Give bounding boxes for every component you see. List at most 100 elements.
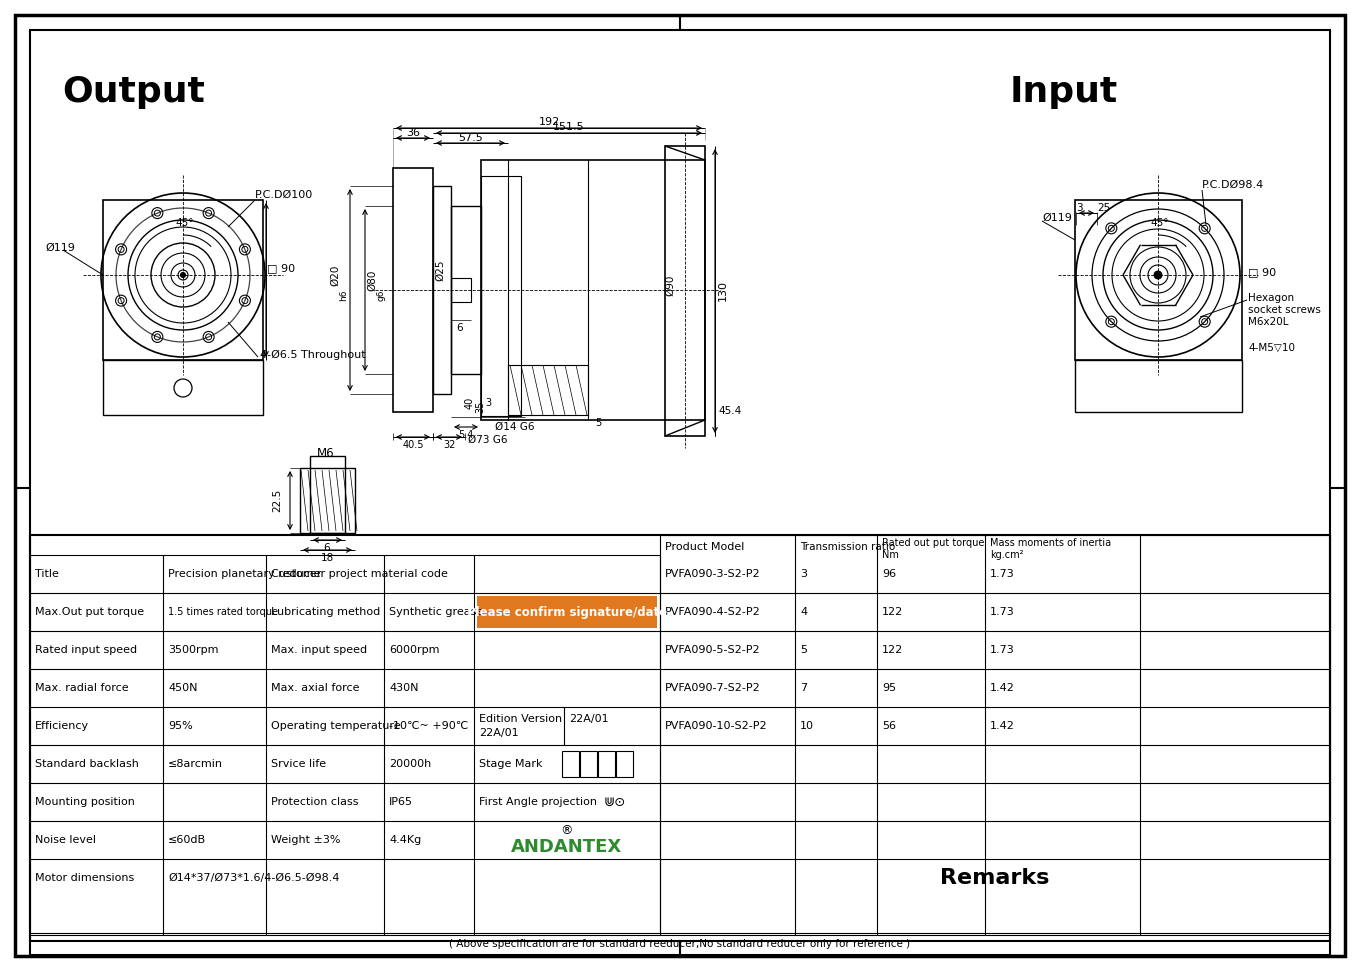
Text: 1.42: 1.42 [990,683,1015,693]
Text: 40: 40 [465,397,475,409]
Text: IP65: IP65 [389,797,413,807]
Circle shape [1155,271,1161,279]
Text: 130: 130 [718,280,728,300]
Text: 6000rpm: 6000rpm [389,645,439,655]
Text: 32: 32 [443,440,456,450]
Text: Ø80: Ø80 [367,269,377,290]
Text: First Angle projection: First Angle projection [479,797,597,807]
Text: Customer project material code: Customer project material code [271,569,447,579]
Text: 10: 10 [800,721,815,731]
Text: Edition Version: Edition Version [479,714,562,724]
Text: Ø119: Ø119 [45,243,75,253]
Text: ANDANTEX: ANDANTEX [511,838,623,856]
Text: h6: h6 [340,289,348,301]
Text: Standard backlash: Standard backlash [35,759,139,769]
Text: 56: 56 [883,721,896,731]
Text: Protection class: Protection class [271,797,359,807]
Bar [103,360,262,415]
Text: Ø119: Ø119 [1042,213,1072,223]
Text: 7: 7 [800,683,806,693]
Text: PVFA090-10-S2-P2: PVFA090-10-S2-P2 [665,721,767,731]
Text: 18: 18 [321,553,333,563]
Bar [310,456,345,533]
Text: Operating temperature: Operating temperature [271,721,401,731]
Text: 6: 6 [456,323,462,333]
Text: 57.5: 57.5 [458,133,483,143]
Text: Precision planetary reducer: Precision planetary reducer [169,569,321,579]
Text: 4-M5▽10: 4-M5▽10 [1248,343,1295,353]
Bar [393,168,432,412]
Text: Ø73 G6: Ø73 G6 [468,435,507,445]
Text: Motor dimensions: Motor dimensions [35,873,135,883]
Text: 1.73: 1.73 [990,645,1015,655]
Text: PVFA090-7-S2-P2: PVFA090-7-S2-P2 [665,683,760,693]
Text: ⋓⊙: ⋓⊙ [604,795,626,809]
Text: 96: 96 [883,569,896,579]
Text: Mass moments of inertia: Mass moments of inertia [990,538,1111,548]
Text: □ 90: □ 90 [267,263,295,273]
Bar [103,200,262,360]
Text: Mounting position: Mounting position [35,797,135,807]
Text: 122: 122 [883,607,903,617]
Text: Ø90: Ø90 [665,275,675,296]
Text: Nm: Nm [883,550,899,560]
Bar [509,365,588,415]
Text: Title: Title [35,569,58,579]
Bar [616,751,632,777]
Text: 40.5: 40.5 [403,440,424,450]
Text: 1.42: 1.42 [990,721,1015,731]
Text: 45.4: 45.4 [718,406,741,416]
Text: g6: g6 [377,289,385,301]
Bar [598,751,615,777]
Text: Output: Output [63,75,205,109]
Text: □ 90: □ 90 [1248,267,1276,277]
Text: kg.cm²: kg.cm² [990,550,1024,560]
Text: Ø14 G6: Ø14 G6 [495,422,534,432]
Text: 45°: 45° [1151,218,1168,228]
Bar [481,160,704,420]
Bar [481,176,521,416]
Text: 3: 3 [486,398,491,408]
Text: ≤8arcmin: ≤8arcmin [169,759,223,769]
Text: 45°: 45° [175,218,193,228]
Text: 1.73: 1.73 [990,569,1015,579]
Text: 3500rpm: 3500rpm [169,645,219,655]
Text: 3: 3 [1076,203,1083,213]
Text: 36: 36 [407,128,420,138]
Text: 20000h: 20000h [389,759,431,769]
Text: 22A/01: 22A/01 [568,714,609,724]
Text: 122: 122 [883,645,903,655]
Text: 450N: 450N [169,683,197,693]
Text: 1.73: 1.73 [990,607,1015,617]
Text: Rated out put torque: Rated out put torque [883,538,985,548]
Text: 430N: 430N [389,683,419,693]
Text: Remarks: Remarks [940,868,1050,888]
Text: ®: ® [560,824,574,838]
Text: Synthetic grease: Synthetic grease [389,607,483,617]
Text: ( Above specification are for standard reeducer,No standard reducer only for ref: ( Above specification are for standard r… [449,939,911,949]
Text: Noise level: Noise level [35,835,97,845]
Bar [579,751,597,777]
Text: PVFA090-5-S2-P2: PVFA090-5-S2-P2 [665,645,760,655]
Bar [30,535,1330,955]
Text: 192: 192 [539,117,559,127]
Text: 95: 95 [883,683,896,693]
Text: Hexagon: Hexagon [1248,293,1295,303]
Text: Srvice life: Srvice life [271,759,326,769]
Text: Ø20: Ø20 [330,264,340,285]
Bar [477,596,657,628]
Text: Max. input speed: Max. input speed [271,645,367,655]
Text: M6x20L: M6x20L [1248,317,1288,327]
Text: Transmission ratio: Transmission ratio [800,542,895,552]
Text: 1.5 times rated torque: 1.5 times rated torque [169,607,277,617]
Text: Weight ±3%: Weight ±3% [271,835,340,845]
Text: 22.5: 22.5 [272,488,282,512]
Bar [452,206,481,374]
Circle shape [181,273,185,278]
Bar [1074,200,1242,360]
Text: 4-Ø6.5 Throughout: 4-Ø6.5 Throughout [260,350,366,360]
Text: 5.4: 5.4 [458,430,473,440]
Text: 22A/01: 22A/01 [479,728,518,738]
Text: P.C.DØ98.4: P.C.DØ98.4 [1202,180,1265,190]
Text: 151.5: 151.5 [554,122,585,132]
